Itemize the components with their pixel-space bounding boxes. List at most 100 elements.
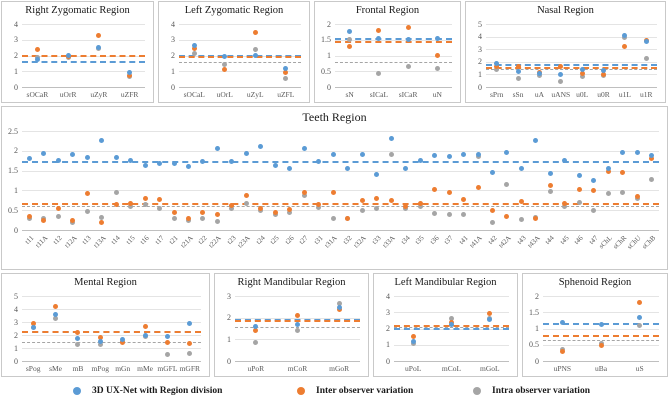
data-point	[113, 155, 119, 161]
mean-line-blue	[335, 38, 452, 41]
x-category-label: uZyL	[246, 90, 264, 99]
data-point	[562, 203, 568, 209]
data-point	[127, 73, 133, 79]
grid-line	[335, 71, 452, 73]
data-point	[374, 205, 380, 211]
data-point	[316, 159, 322, 165]
data-point	[26, 213, 32, 219]
data-point	[191, 42, 197, 48]
mean-line-gray	[486, 68, 657, 70]
mean-line-blue	[179, 54, 301, 57]
x-category-label: uPoR	[247, 364, 265, 373]
middle-panel-row: Teeth Region 0 0.5 1 1.5 2 2.5 t11 t11A t12 t12A t…	[1, 106, 668, 270]
mean-line-blue	[486, 63, 657, 66]
plot-area: 0 0.5 1 1.5 2 2.5 t11 t11A t12 t12A t13 t13A t14 t15 t…	[8, 127, 659, 251]
mean-line-gray	[543, 339, 659, 341]
data-point	[96, 32, 102, 38]
x-category-label: uN	[432, 90, 442, 99]
mean-line-orange	[235, 319, 360, 322]
x-category-label: t21	[167, 234, 180, 246]
grid-line	[543, 361, 659, 362]
grid-line	[22, 170, 659, 172]
data-point	[75, 342, 81, 348]
data-point	[461, 196, 467, 202]
data-point	[410, 339, 416, 344]
data-point	[432, 187, 438, 193]
grid-line	[486, 87, 657, 88]
x-category-label: t13A	[91, 234, 108, 250]
data-point	[253, 328, 259, 334]
data-point	[515, 76, 521, 82]
data-point	[504, 214, 510, 220]
data-point	[359, 207, 365, 213]
legend-label: Inter observer variation	[316, 386, 414, 396]
data-point	[558, 71, 564, 77]
y-tick-label: 0.5	[529, 340, 539, 350]
grid-line	[22, 39, 145, 41]
legend: 3D UX-Net with Region division Inter obs…	[1, 380, 668, 402]
y-tick-label: 1	[14, 66, 18, 76]
grid-line	[22, 296, 201, 297]
y-tick-label: 2	[535, 291, 539, 301]
data-point	[330, 152, 336, 158]
data-point	[637, 300, 643, 305]
grid-line	[22, 322, 201, 323]
data-point	[128, 203, 134, 209]
legend-item-uxnet: 3D UX-Net with Region division	[73, 386, 297, 396]
data-point	[97, 335, 103, 341]
data-point	[164, 333, 170, 339]
mean-line-gray	[335, 61, 452, 63]
mean-line-blue	[22, 160, 659, 163]
x-category-label: mGoR	[329, 364, 350, 373]
y-tick-label: 5	[14, 291, 18, 301]
grid-line	[235, 317, 360, 319]
panel-frontal-region: Frontal Region 0 0.5 1 1.5 2 sN sICaL sICaR uN	[314, 1, 461, 103]
data-point	[301, 192, 307, 198]
y-tick-label: 2	[14, 146, 18, 156]
data-point	[487, 317, 493, 323]
panel-title: Teeth Region	[302, 110, 367, 124]
data-point	[30, 320, 36, 326]
panel-mental-region: Mental Region 0 1 2 3 4 5 sPog sMe mB mPog mGn mMe m…	[1, 273, 210, 377]
data-point	[434, 53, 440, 58]
y-tick-label: 4	[386, 291, 390, 301]
data-point	[649, 156, 655, 162]
grid-line	[22, 210, 659, 212]
data-point	[515, 63, 521, 69]
data-point	[637, 323, 643, 329]
x-category-label: sICaR	[398, 90, 418, 99]
y-tick-label: 0	[478, 82, 482, 92]
y-tick-label: 0	[535, 356, 539, 366]
y-tick-label: 3	[14, 35, 18, 45]
data-point	[374, 172, 380, 178]
panel-title: Left Zygomatic Region	[184, 5, 284, 16]
data-point	[403, 166, 409, 172]
y-tick-label: 0	[327, 82, 331, 92]
x-category-label: sPog	[25, 364, 41, 373]
x-category-label: mCoR	[287, 364, 308, 373]
data-point	[258, 143, 264, 149]
data-point	[461, 152, 467, 158]
data-point	[376, 35, 382, 41]
x-category-label: sChU	[626, 234, 643, 251]
data-point	[410, 334, 416, 340]
data-point	[316, 204, 322, 210]
panel-title: Right Mandibular Region	[237, 277, 346, 288]
x-category-label: t11A	[33, 234, 50, 250]
data-point	[461, 212, 467, 218]
x-category-label: t34	[399, 234, 412, 246]
y-tick-label: 3	[227, 291, 231, 301]
x-category-label: uZyR	[90, 90, 108, 99]
mean-line-gray	[22, 341, 201, 343]
grid-line	[22, 71, 145, 73]
x-category-label: t43A	[526, 234, 542, 250]
data-point	[359, 152, 365, 158]
data-point	[643, 55, 649, 61]
grid-line	[22, 190, 659, 192]
x-category-label: uPoL	[405, 364, 422, 373]
grid-line	[179, 39, 301, 41]
data-point	[283, 69, 289, 75]
x-category-label: u0L	[576, 90, 589, 99]
data-point	[649, 153, 655, 159]
grid-line	[22, 335, 201, 336]
